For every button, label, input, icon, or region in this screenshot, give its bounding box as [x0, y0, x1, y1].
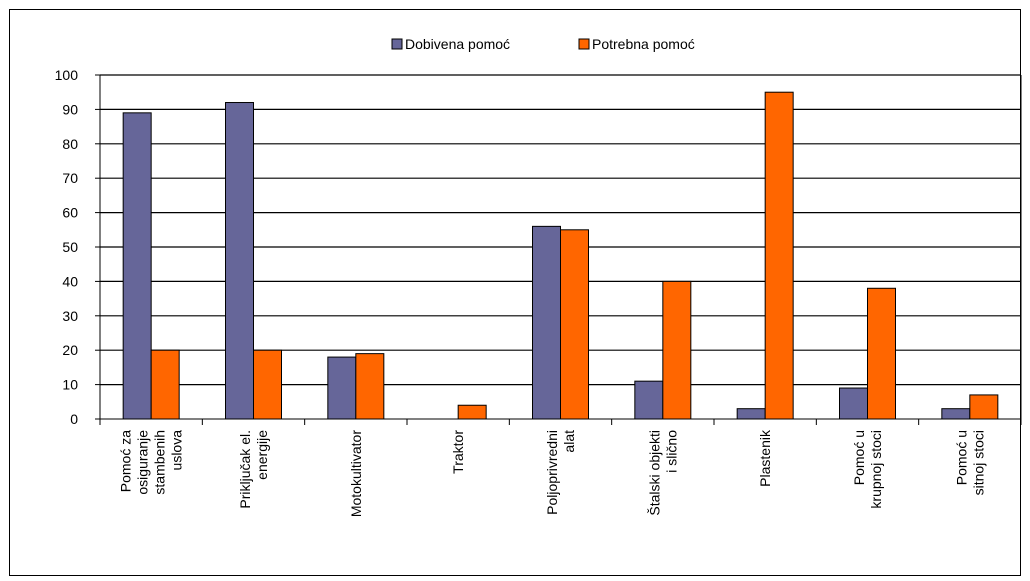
y-tick-label: 20: [62, 342, 78, 358]
chart-frame: [9, 9, 1021, 576]
legend-swatch-dobivena: [391, 38, 403, 50]
bar-potrebna: [560, 229, 589, 420]
x-category-label: osiguranje: [135, 430, 151, 495]
x-category-label: Plastenik: [757, 429, 773, 487]
bar-dobivena: [327, 356, 357, 420]
y-tick-label: 90: [62, 101, 78, 117]
legend-label-potrebna: Potrebna pomoć: [592, 36, 695, 52]
y-tick-label: 80: [62, 136, 78, 152]
y-tick-label: 40: [62, 273, 78, 289]
legend-swatch-potrebna: [578, 38, 590, 50]
x-category-label: energije: [254, 430, 270, 480]
y-tick-label: 50: [62, 239, 78, 255]
x-category-label: Traktor: [450, 430, 466, 474]
x-category-label: Priključak el.: [237, 430, 253, 509]
bar-dobivena: [634, 380, 664, 420]
x-category-label: sitnoj stoci: [970, 430, 986, 495]
x-category-label: alat: [561, 430, 577, 453]
bar-dobivena: [941, 408, 971, 420]
bar-potrebna: [253, 349, 282, 420]
bar-dobivena: [532, 225, 561, 420]
y-tick-label: 70: [62, 170, 78, 186]
x-category-label: i slično: [663, 430, 679, 473]
bar-potrebna: [969, 394, 999, 420]
bar-potrebna: [867, 287, 896, 420]
y-tick-label: 10: [62, 377, 78, 393]
x-category-label: Poljoprivredni: [544, 430, 560, 515]
y-tick-label: 100: [55, 67, 79, 83]
y-tick-label: 30: [62, 308, 78, 324]
x-category-label: Pomoć za: [118, 430, 134, 492]
y-tick-label: 0: [70, 411, 78, 427]
x-category-label: Pomoć u: [953, 430, 969, 485]
bar-dobivena: [225, 102, 254, 420]
bar-potrebna: [764, 91, 794, 420]
x-category-label: Štalski objekti: [646, 430, 662, 516]
x-category-label: stambenih: [152, 430, 168, 495]
x-category-label: krupnoj stoci: [868, 430, 884, 509]
bar-dobivena: [122, 112, 152, 420]
x-category-label: uslova: [169, 430, 185, 471]
bar-dobivena: [736, 408, 766, 420]
y-tick-label: 60: [62, 205, 78, 221]
x-category-label: Motokultivator: [348, 430, 364, 517]
x-category-label: Pomoć u: [851, 430, 867, 485]
bar-potrebna: [355, 353, 385, 420]
legend-label-dobivena: Dobivena pomoć: [405, 36, 510, 52]
bar-potrebna: [662, 280, 692, 420]
bar-dobivena: [839, 387, 868, 420]
bar-potrebna: [457, 404, 487, 420]
bar-potrebna: [150, 349, 180, 420]
